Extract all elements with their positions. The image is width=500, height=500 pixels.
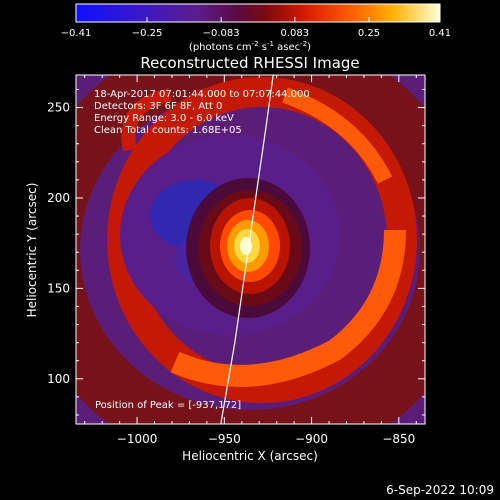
colorbar-ticks: −0.41 −0.25 −0.083 0.083 0.25 0.41 xyxy=(61,17,451,39)
y-tick-label: 200 xyxy=(47,191,70,205)
x-tick-label: −850 xyxy=(382,432,415,446)
colorbar-tick-label: −0.25 xyxy=(132,28,163,39)
y-tick-label: 250 xyxy=(47,101,70,115)
info-line: Energy Range: 3.0 - 6.0 keV xyxy=(94,113,234,124)
colorbar-tick-label: 0.25 xyxy=(358,28,380,39)
x-axis-label: Heliocentric X (arcsec) xyxy=(182,449,318,463)
y-tick-label: 150 xyxy=(47,281,70,295)
y-axis-label: Heliocentric Y (arcsec) xyxy=(25,183,39,318)
chart-title: Reconstructed RHESSI Image xyxy=(140,54,359,72)
colorbar-units: (photons cm-2 s-1 asec-2) xyxy=(189,40,311,53)
colorbar xyxy=(75,3,441,23)
x-tick-label: −900 xyxy=(295,432,328,446)
info-line: 18-Apr-2017 07:01:44.000 to 07:07:44.000 xyxy=(94,89,310,100)
colorbar-tick-label: −0.083 xyxy=(203,28,240,39)
colorbar-tick-label: 0.083 xyxy=(281,28,310,39)
info-line: Clean Total counts: 1.68E+05 xyxy=(94,125,242,136)
solar-limb-curve xyxy=(220,75,274,424)
peak-position-label: Position of Peak = [-937,172] xyxy=(95,400,241,411)
heatmap-image xyxy=(76,75,425,424)
info-line: Detectors: 3F 6F 8F, Att 0 xyxy=(94,101,222,112)
colorbar-tick-label: 0.41 xyxy=(429,28,451,39)
plot-frame xyxy=(75,74,426,425)
footer-timestamp: 6-Sep-2022 10:09 xyxy=(386,483,494,497)
info-text-block: 18-Apr-2017 07:01:44.000 to 07:07:44.000… xyxy=(94,89,310,136)
x-axis: −1000 −950 −900 −850 xyxy=(84,75,417,446)
colorbar-tick-label: −0.41 xyxy=(61,28,92,39)
y-tick-label: 100 xyxy=(47,372,70,386)
x-tick-label: −1000 xyxy=(117,432,158,446)
x-tick-label: −950 xyxy=(208,432,241,446)
y-axis: 100 150 200 250 xyxy=(47,88,425,416)
